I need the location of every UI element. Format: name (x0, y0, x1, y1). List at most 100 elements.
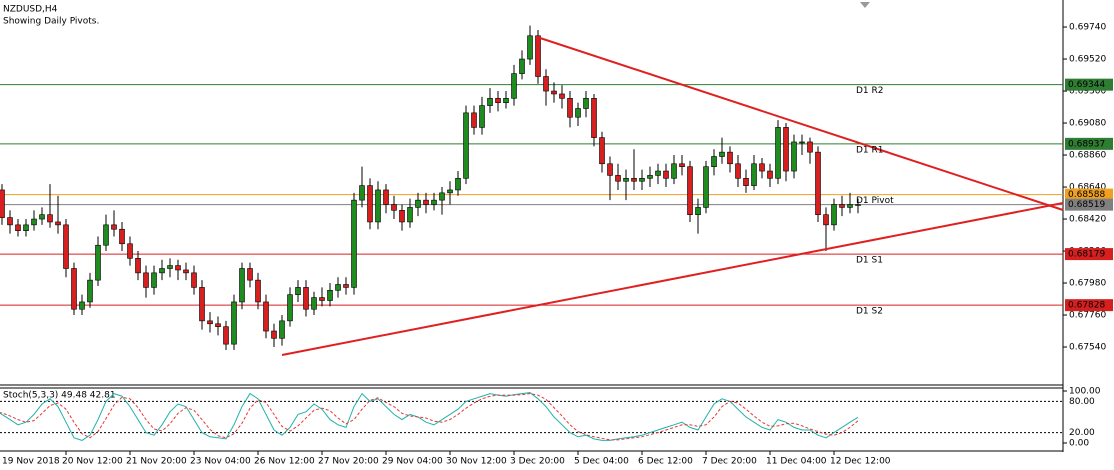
candle-body (815, 151, 821, 215)
y-tick-label: 0.67980 (1069, 279, 1106, 289)
candle-body (591, 98, 597, 138)
candle-body (295, 287, 301, 295)
stoch-tick-label: 20.00 (1069, 428, 1095, 438)
x-tick-label: 19 Nov 2018 (2, 457, 60, 467)
candle-body (487, 98, 493, 106)
candle-body (751, 163, 757, 186)
stoch-line (0, 392, 859, 441)
x-tick-label: 11 Dec 04:00 (766, 457, 827, 467)
candle-body (287, 294, 293, 322)
y-tick-label: 0.67540 (1069, 343, 1106, 353)
candle-body (519, 58, 525, 74)
candle-body (111, 224, 117, 230)
candle-body (303, 287, 309, 310)
stoch-tick-label: 100.00 (1069, 387, 1101, 397)
candle-body (567, 98, 573, 118)
x-tick-label: 7 Dec 20:00 (702, 457, 757, 467)
candle-body (279, 320, 285, 339)
x-tick-label: 5 Dec 04:00 (574, 457, 629, 467)
candle-body (167, 265, 173, 269)
x-tick-label: 21 Nov 20:00 (126, 457, 187, 467)
candle-body (423, 199, 429, 205)
price-box (1065, 78, 1113, 91)
candle-body (503, 98, 509, 103)
chart-subtitle: Showing Daily Pivots. (3, 17, 99, 27)
candle-body (447, 189, 453, 194)
candle-body (607, 163, 613, 176)
candle-body (231, 301, 237, 345)
candle-body (391, 204, 397, 211)
candle-body (735, 163, 741, 179)
pivot-name: D1 Pivot (856, 196, 894, 206)
candle-body (79, 301, 85, 310)
price-box (1065, 188, 1113, 201)
candle-body (575, 108, 581, 118)
candle-body (783, 127, 789, 172)
candle-body (679, 163, 685, 167)
candle-body (671, 163, 677, 179)
candle-body (135, 258, 141, 274)
candle-body (351, 199, 357, 288)
x-tick-label: 27 Nov 20:00 (318, 457, 379, 467)
x-tick-label: 29 Nov 04:00 (382, 457, 443, 467)
price-box-label: 0.68588 (1068, 190, 1105, 200)
x-tick-label: 26 Nov 12:00 (254, 457, 315, 467)
y-tick-label: 0.68420 (1069, 215, 1106, 225)
x-tick-label: 6 Dec 12:00 (638, 457, 693, 467)
candle-body (615, 175, 621, 182)
stoch-title: Stoch(5,3,3) 49.48 42.81 (3, 391, 116, 401)
candle-body (775, 127, 781, 179)
price-box-label: 0.68937 (1068, 139, 1105, 149)
candle-body (807, 141, 813, 153)
y-tick-label: 0.68640 (1069, 183, 1106, 193)
stoch-line (0, 393, 859, 441)
candle-body (0, 189, 5, 218)
candle-body (71, 268, 77, 310)
candle-body (551, 90, 557, 95)
candle-body (7, 217, 13, 226)
candle-body (823, 214, 829, 226)
candle-body (39, 214, 45, 220)
candle-body (839, 204, 845, 208)
candle-body (719, 151, 725, 157)
x-tick-label: 20 Nov 12:00 (62, 457, 123, 467)
candle-body (695, 207, 701, 215)
pivot-name: D1 S1 (856, 256, 883, 266)
candle-body (199, 287, 205, 322)
trendline (536, 36, 1064, 211)
candle-body (743, 178, 749, 186)
candle-body (559, 93, 565, 99)
candle-body (151, 272, 157, 288)
candle-body (31, 218, 37, 226)
candle-body (623, 178, 629, 182)
candle-body (471, 112, 477, 128)
candle-body (343, 284, 349, 288)
pivot-name: D1 R1 (856, 145, 884, 155)
candle-body (463, 112, 469, 179)
candle-body (495, 98, 501, 103)
candle-body (727, 151, 733, 165)
x-tick-label: 3 Dec 20:00 (510, 457, 565, 467)
price-box (1065, 137, 1113, 150)
price-box (1065, 248, 1113, 261)
candle-body (215, 323, 221, 327)
candle-body (407, 207, 413, 223)
candle-body (511, 73, 517, 99)
price-box-label: 0.67828 (1068, 301, 1105, 311)
candle-body (327, 290, 333, 301)
y-tick-label: 0.68860 (1069, 151, 1106, 161)
candle-body (127, 243, 133, 259)
candle-body (311, 297, 317, 310)
shift-marker (860, 2, 870, 8)
candle-body (799, 141, 805, 144)
candle-body (255, 279, 261, 303)
chart-title: NZDUSD,H4 (3, 5, 58, 15)
price-box (1065, 299, 1113, 312)
candle-body (15, 224, 21, 231)
pivot-name: D1 S2 (856, 307, 883, 317)
candle-body (703, 166, 709, 208)
candle-body (647, 175, 653, 179)
candle-body (527, 35, 533, 60)
candle-body (359, 185, 365, 201)
